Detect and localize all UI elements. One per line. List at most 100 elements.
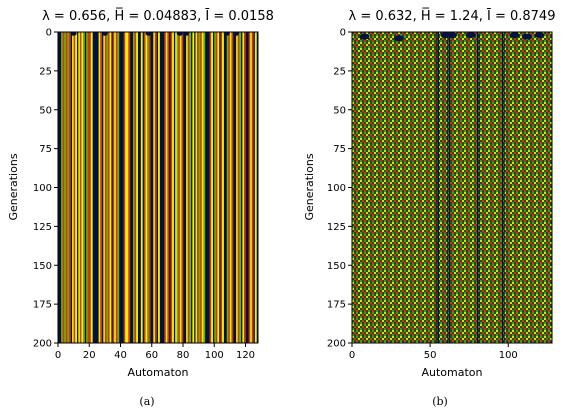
stripe-column <box>104 32 107 343</box>
transient-notch <box>223 32 230 36</box>
y-tick-label: 200 <box>327 339 346 350</box>
stripe-column <box>115 32 118 343</box>
y-tick-label: 175 <box>327 300 346 311</box>
stripe-column <box>112 32 115 343</box>
panel-b: λ = 0.632, H̅ = 1.24, Ī = 0.8749 0 50 100 … <box>303 8 555 408</box>
transient-blob <box>509 32 520 39</box>
stripe-column <box>117 32 120 343</box>
y-tick-label: 75 <box>39 144 52 155</box>
y-tick-label: 25 <box>333 66 346 77</box>
stripe-column <box>226 32 229 343</box>
dark-column <box>478 32 480 343</box>
panel-a-y-label: Generations <box>7 153 20 220</box>
stripe-column <box>215 32 218 343</box>
y-tick-label: 125 <box>327 222 346 233</box>
stripe-column <box>220 32 223 343</box>
panel-b-x-axis: 0 50 100 <box>349 343 518 361</box>
transient-blob <box>393 35 404 42</box>
stripe-column <box>87 32 90 343</box>
stripe-column <box>123 32 126 343</box>
stripe-column <box>192 32 195 343</box>
transient-notch <box>176 32 183 36</box>
stripe-column <box>236 32 238 343</box>
stripe-column <box>195 32 198 343</box>
stripe-column <box>72 32 74 343</box>
panel-b-y-label: Generations <box>303 153 316 220</box>
y-tick-label: 100 <box>33 183 52 194</box>
stripe-column <box>197 32 199 343</box>
stripe-column <box>200 32 203 343</box>
stripe-column <box>103 32 106 343</box>
stripe-column <box>186 32 188 343</box>
stripe-column <box>136 32 138 343</box>
transient-notch <box>101 32 108 36</box>
stripe-column <box>83 32 85 343</box>
stripe-column <box>64 32 67 343</box>
panel-b-x-label: Automaton <box>421 366 482 379</box>
stripe-column <box>181 32 184 343</box>
stripe-column <box>114 32 117 343</box>
stripe-column <box>164 32 167 343</box>
stripe-column <box>170 32 173 343</box>
stripe-column <box>165 32 168 343</box>
stripe-column <box>178 32 181 343</box>
panel-a-x-axis: 0 20 40 60 80 100 120 <box>55 343 255 361</box>
panel-a-y-axis: 0 25 50 75 100 125 150 175 200 <box>33 28 58 350</box>
stripe-column <box>61 32 63 343</box>
transient-blob <box>359 33 370 40</box>
stripe-column <box>128 32 131 343</box>
stripe-column <box>148 32 151 343</box>
panel-b-cells <box>359 32 545 343</box>
y-tick-label: 175 <box>33 300 52 311</box>
stripe-column <box>147 32 149 343</box>
stripe-column <box>229 32 232 343</box>
stripe-column <box>250 32 253 343</box>
stripe-column <box>172 32 174 343</box>
y-tick-label: 0 <box>340 28 346 39</box>
stripe-column <box>133 32 135 343</box>
panel-a-cells <box>61 32 257 343</box>
stripe-column <box>222 32 224 343</box>
stripe-column <box>108 32 110 343</box>
y-tick-label: 25 <box>39 66 52 77</box>
transient-blob <box>447 32 457 39</box>
panel-b-plot-area <box>352 32 552 343</box>
transient-blob <box>465 32 476 39</box>
stripe-column <box>158 32 160 343</box>
x-tick-label: 60 <box>145 350 158 361</box>
stripe-column <box>98 32 101 343</box>
stripe-column <box>203 32 206 343</box>
y-tick-label: 125 <box>33 222 52 233</box>
y-tick-label: 50 <box>39 105 52 116</box>
x-tick-label: 0 <box>55 350 61 361</box>
stripe-column <box>187 32 190 343</box>
stripe-column <box>100 32 103 343</box>
panel-a-title: λ = 0.656, H̅ = 0.04883, Ī = 0.0158 <box>42 8 274 24</box>
panel-a-caption: (a) <box>139 395 154 408</box>
stripe-column <box>179 32 182 343</box>
x-tick-label: 80 <box>177 350 190 361</box>
y-tick-label: 100 <box>327 183 346 194</box>
y-tick-label: 75 <box>333 144 346 155</box>
y-tick-label: 0 <box>46 28 52 39</box>
dark-column <box>436 32 438 343</box>
stripe-column <box>73 32 76 343</box>
stripe-column <box>248 32 251 343</box>
stripe-column <box>67 32 70 343</box>
stripe-column <box>231 32 234 343</box>
x-tick-label: 40 <box>114 350 127 361</box>
stripe-column <box>68 32 71 343</box>
stripe-column <box>140 32 143 343</box>
y-tick-label: 150 <box>33 261 52 272</box>
transient-notch <box>233 32 240 36</box>
stripe-column <box>106 32 109 343</box>
transient-notch <box>183 32 190 36</box>
stripe-column <box>254 32 257 343</box>
panel-b-y-axis: 0 25 50 75 100 125 150 175 200 <box>327 28 352 350</box>
stripe-column <box>175 32 178 343</box>
stripe-column <box>79 32 82 343</box>
y-tick-label: 200 <box>33 339 52 350</box>
y-tick-label: 50 <box>333 105 346 116</box>
stripe-column <box>228 32 231 343</box>
